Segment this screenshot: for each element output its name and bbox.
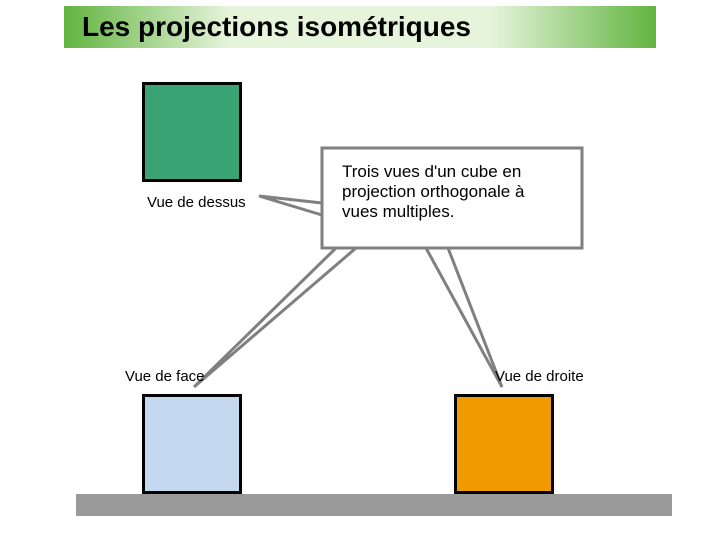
cube-top-view	[142, 82, 242, 182]
callout-tail-to-right	[426, 248, 502, 387]
cube-front-view	[142, 394, 242, 494]
callout-bubble	[0, 0, 720, 540]
cube-right-view	[454, 394, 554, 494]
page-title: Les projections isométriques	[82, 11, 471, 43]
label-front-view: Vue de face	[125, 368, 205, 385]
label-right-view: Vue de droite	[495, 368, 584, 385]
label-top-view: Vue de dessus	[147, 194, 246, 211]
callout-text: Trois vues d'un cube en projection ortho…	[342, 162, 562, 226]
callout-tail-to-top	[259, 196, 322, 215]
title-bar: Les projections isométriques	[64, 6, 656, 48]
ground-bar	[76, 494, 672, 516]
callout-tail-to-left	[194, 248, 356, 387]
